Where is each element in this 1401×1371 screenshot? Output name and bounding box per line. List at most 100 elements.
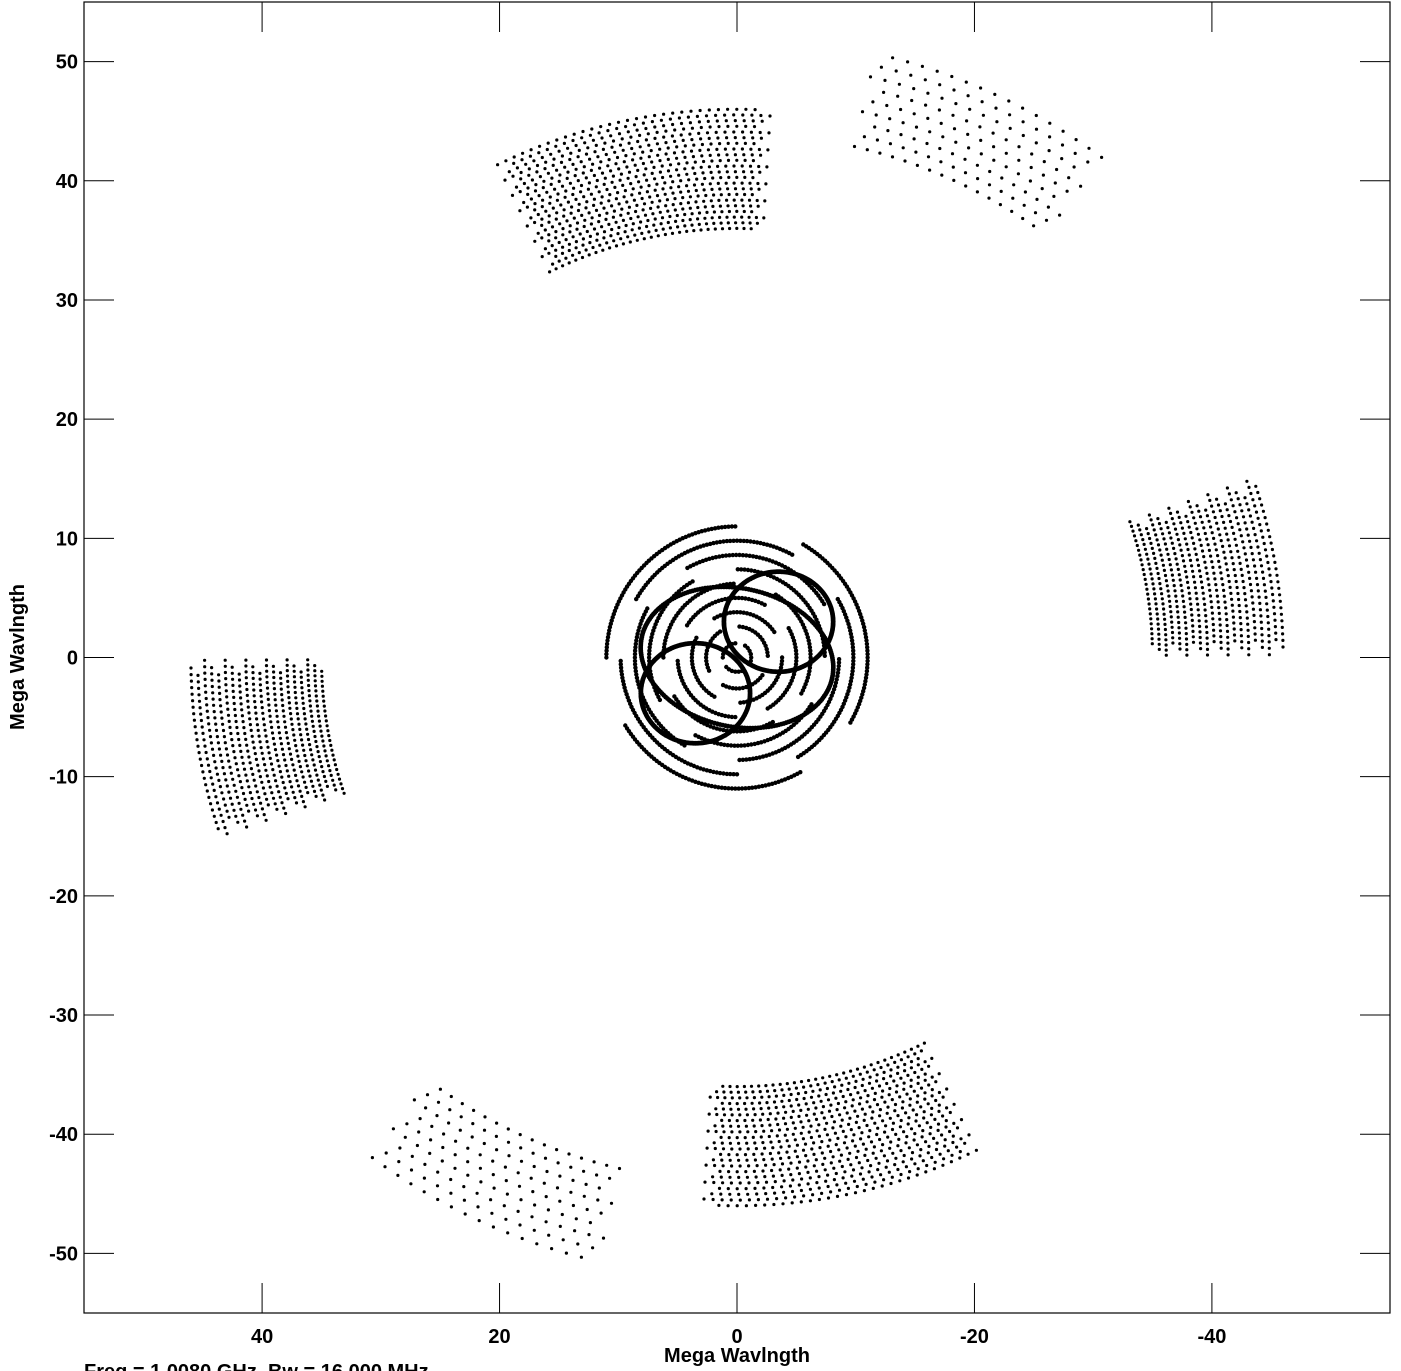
uv-point	[978, 125, 982, 129]
uv-point	[609, 169, 613, 173]
uv-point	[853, 1191, 858, 1195]
uv-point	[1148, 607, 1152, 611]
uv-point	[1273, 560, 1277, 565]
uv-point	[1248, 514, 1252, 518]
uv-point	[946, 1149, 950, 1153]
uv-point	[755, 540, 760, 545]
uv-point	[605, 638, 610, 643]
uv-point	[1224, 562, 1228, 566]
uv-point	[741, 187, 745, 191]
uv-point	[1134, 539, 1138, 543]
uv-point	[253, 700, 257, 704]
uv-point	[327, 734, 331, 738]
uv-point	[741, 221, 745, 225]
uv-point	[1202, 555, 1206, 559]
uv-point	[702, 1197, 706, 1201]
uv-point	[689, 651, 695, 657]
uv-point	[506, 1140, 511, 1144]
uv-point	[1176, 567, 1180, 572]
uv-point	[266, 697, 270, 702]
uv-point	[743, 192, 747, 197]
uv-point	[632, 198, 637, 202]
uv-point	[228, 765, 232, 769]
uv-point	[766, 1117, 770, 1122]
uv-point	[827, 1109, 832, 1113]
uv-point	[767, 1106, 771, 1110]
uv-point	[1154, 561, 1158, 566]
uv-point	[692, 183, 697, 187]
uv-point	[1148, 612, 1152, 616]
uv-point	[618, 658, 623, 664]
uv-point	[721, 1084, 725, 1088]
uv-point	[777, 1151, 781, 1155]
uv-point	[1198, 624, 1202, 629]
uv-point	[449, 1205, 453, 1209]
uv-point	[525, 205, 530, 209]
uv-point	[677, 185, 681, 189]
uv-point	[1278, 593, 1282, 597]
uv-point	[1250, 595, 1254, 599]
uv-point	[671, 122, 675, 127]
uv-point	[435, 1114, 439, 1118]
uv-point	[1184, 626, 1188, 630]
uv-point	[810, 1147, 814, 1151]
uv-point	[856, 1091, 860, 1095]
uv-point	[430, 1124, 434, 1128]
uv-point	[795, 1166, 799, 1170]
uv-point	[1142, 572, 1146, 577]
uv-point	[640, 231, 644, 235]
uv-point	[284, 763, 288, 768]
uv-point	[719, 221, 723, 225]
uv-point	[314, 794, 318, 799]
uv-point	[251, 682, 256, 686]
uv-point	[541, 186, 545, 190]
uv-point	[913, 1162, 917, 1166]
uv-point	[889, 1074, 893, 1078]
uv-point	[318, 783, 322, 787]
uv-point	[831, 1155, 835, 1159]
uv-point	[610, 204, 614, 208]
uv-point	[595, 1173, 599, 1177]
uv-point	[1174, 599, 1179, 603]
uv-point	[602, 206, 606, 210]
uv-point	[495, 1121, 499, 1125]
uv-point	[771, 1174, 776, 1178]
uv-point	[1239, 534, 1243, 538]
uv-point	[1244, 604, 1248, 608]
uv-point	[409, 1168, 414, 1172]
uv-point	[737, 757, 742, 763]
uv-point	[826, 1173, 830, 1177]
uv-point	[1256, 490, 1260, 495]
uv-point	[594, 143, 598, 147]
uv-point	[632, 152, 636, 156]
uv-point	[903, 1062, 907, 1067]
uv-point	[579, 1255, 584, 1259]
uv-point	[563, 135, 568, 139]
uv-point	[655, 194, 660, 198]
uv-point	[716, 108, 721, 112]
uv-point	[283, 720, 287, 724]
uv-point	[1269, 541, 1273, 545]
uv-point	[405, 1122, 409, 1126]
uv-point	[237, 672, 241, 676]
uv-point	[283, 725, 288, 729]
uv-point	[259, 694, 263, 698]
uv-point	[714, 1129, 718, 1134]
uv-point	[757, 164, 761, 169]
uv-point	[1222, 588, 1226, 593]
uv-point	[228, 796, 233, 800]
uv-point	[954, 140, 958, 144]
uv-point	[750, 785, 755, 790]
uv-point	[197, 686, 201, 691]
uv-point	[706, 227, 710, 231]
uv-point	[1280, 625, 1284, 630]
uv-point	[1041, 173, 1045, 177]
uv-point	[673, 208, 677, 212]
uv-point	[569, 211, 573, 215]
uv-point	[863, 1153, 867, 1157]
uv-point	[802, 1194, 806, 1198]
uv-point	[224, 689, 228, 693]
uv-point	[568, 230, 572, 234]
uv-point	[307, 769, 311, 773]
uv-point	[558, 1174, 562, 1178]
